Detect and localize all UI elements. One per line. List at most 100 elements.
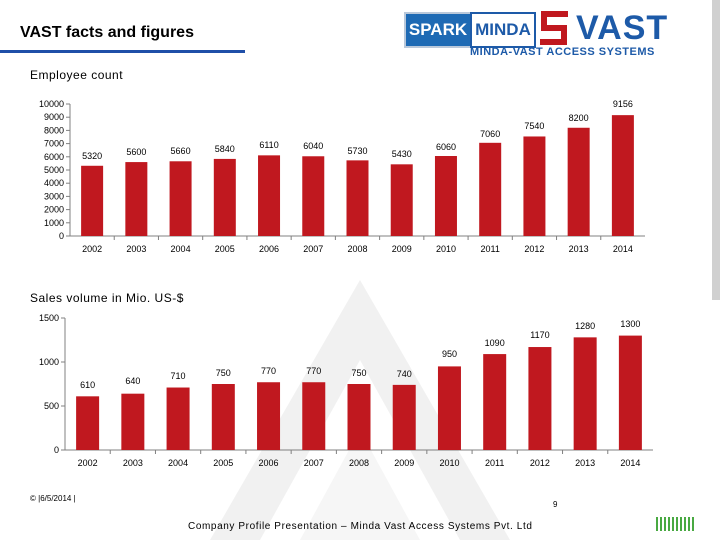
sales-value-label: 1170 [530, 330, 549, 340]
employee-y-tick-label: 6000 [44, 152, 64, 162]
right-edge-bar [712, 0, 720, 300]
sales-category-label: 2006 [259, 458, 279, 468]
employee-category-label: 2014 [613, 244, 633, 254]
sales-chart-title: Sales volume in Mio. US-$ [30, 291, 184, 305]
footer-date: © |6/5/2014 | [30, 494, 76, 503]
page-title: VAST facts and figures [20, 24, 194, 41]
sales-value-label: 1280 [575, 321, 595, 331]
employee-value-label: 7060 [480, 129, 500, 139]
sales-category-label: 2013 [575, 458, 595, 468]
sales-category-label: 2004 [168, 458, 188, 468]
sales-category-label: 2009 [394, 458, 414, 468]
employee-value-label: 5840 [215, 144, 235, 154]
employee-y-tick-label: 1000 [44, 218, 64, 228]
sales-category-label: 2005 [213, 458, 233, 468]
sales-value-label: 750 [216, 368, 231, 378]
employee-bar-2011 [479, 142, 502, 236]
sales-value-label: 950 [442, 349, 457, 359]
sales-bar-2006 [257, 382, 281, 450]
employee-category-label: 2011 [481, 244, 500, 254]
employee-category-label: 2005 [215, 244, 235, 254]
employee-bar-2006 [258, 155, 281, 236]
sales-bar-2005 [211, 384, 235, 450]
employee-value-label: 8200 [569, 113, 589, 123]
employee-y-tick-label: 7000 [44, 139, 64, 149]
employee-value-label: 6040 [303, 141, 323, 151]
employee-y-tick-label: 10000 [39, 99, 64, 109]
logo-spark: SPARK [404, 12, 472, 48]
sales-value-label: 770 [261, 366, 276, 376]
sales-category-label: 2014 [620, 458, 640, 468]
sales-category-label: 2011 [485, 458, 504, 468]
employee-category-label: 2013 [569, 244, 589, 254]
employee-bar-2008 [346, 160, 369, 236]
sales-bar-2008 [347, 384, 371, 450]
employee-value-label: 5600 [126, 147, 146, 157]
employee-bar-2009 [390, 164, 413, 236]
background-watermark [210, 280, 510, 540]
employee-category-label: 2012 [524, 244, 544, 254]
sales-category-label: 2008 [349, 458, 369, 468]
sales-value-label: 740 [397, 369, 412, 379]
employee-bar-2004 [169, 161, 192, 236]
employee-category-label: 2010 [436, 244, 456, 254]
employee-chart-title: Employee count [30, 68, 124, 82]
employee-value-label: 9156 [613, 99, 633, 109]
sales-bar-2010 [437, 366, 461, 450]
sales-bar-2009 [392, 384, 416, 450]
sales-value-label: 770 [306, 366, 321, 376]
employee-bar-2003 [125, 162, 148, 236]
sales-value-label: 750 [351, 368, 366, 378]
employee-y-tick-label: 4000 [44, 178, 64, 188]
employee-value-label: 5430 [392, 149, 412, 159]
employee-category-label: 2002 [82, 244, 102, 254]
sales-value-label: 710 [171, 371, 186, 381]
logo-vast: VAST [576, 9, 669, 47]
sales-bar-2004 [166, 387, 190, 450]
employee-category-label: 2006 [259, 244, 279, 254]
employee-bar-2012 [523, 136, 546, 236]
employee-category-label: 2004 [171, 244, 191, 254]
sales-bar-2013 [573, 337, 597, 450]
sales-bar-2003 [121, 393, 145, 450]
employee-y-tick-label: 3000 [44, 191, 64, 201]
employee-y-tick-label: 2000 [44, 205, 64, 215]
employee-bar-2002 [81, 165, 104, 236]
title-underline [0, 50, 245, 53]
employee-y-tick-label: 8000 [44, 125, 64, 135]
sales-y-tick-label: 1000 [39, 357, 59, 367]
sales-value-label: 1300 [620, 319, 640, 329]
sales-category-label: 2012 [530, 458, 550, 468]
logo-minda: MINDA [470, 12, 536, 48]
employee-bar-2007 [302, 156, 325, 236]
employee-bar-2013 [567, 127, 590, 236]
employee-value-label: 6110 [259, 140, 278, 150]
company-logo: SPARK MINDA VAST MINDA-VAST ACCESS SYSTE… [400, 8, 712, 64]
employee-y-tick-label: 0 [59, 231, 64, 241]
logo-subtitle: MINDA-VAST ACCESS SYSTEMS [470, 46, 655, 58]
sales-bar-2011 [483, 354, 507, 450]
employee-category-label: 2009 [392, 244, 412, 254]
employee-value-label: 5320 [82, 151, 102, 161]
employee-bar-2010 [434, 156, 457, 236]
footer-bars-icon [656, 517, 700, 531]
sales-y-tick-label: 500 [44, 401, 59, 411]
sales-category-label: 2007 [304, 458, 324, 468]
sales-category-label: 2003 [123, 458, 143, 468]
employee-y-tick-label: 9000 [44, 112, 64, 122]
sales-value-label: 640 [125, 376, 140, 386]
sales-bar-2014 [618, 335, 642, 450]
employee-bar-2005 [213, 158, 236, 236]
employee-category-label: 2003 [126, 244, 146, 254]
sales-category-label: 2010 [439, 458, 459, 468]
employee-category-label: 2007 [303, 244, 323, 254]
sales-bar-2012 [528, 347, 552, 450]
employee-value-label: 6060 [436, 142, 456, 152]
vast-s-logo-icon [540, 11, 568, 45]
footer-text: Company Profile Presentation – Minda Vas… [188, 521, 533, 532]
sales-bar-2007 [302, 382, 326, 450]
sales-category-label: 2002 [78, 458, 98, 468]
employee-value-label: 5730 [347, 146, 367, 156]
